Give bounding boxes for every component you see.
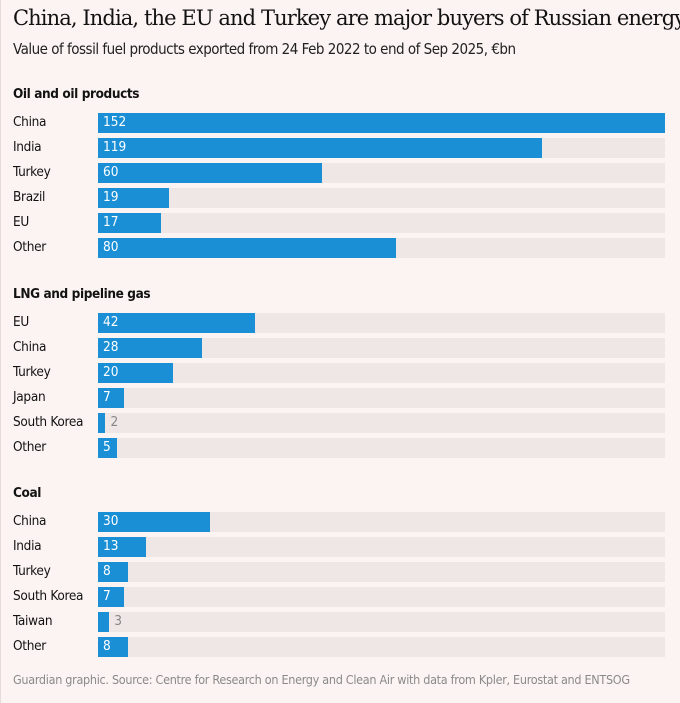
category-label: Brazil (13, 189, 46, 205)
bar-track (98, 637, 665, 657)
category-label: EU (13, 214, 29, 230)
value-label: 17 (103, 214, 119, 230)
bar-track (98, 537, 665, 557)
category-label: China (13, 339, 47, 355)
value-label: 152 (103, 114, 127, 130)
bar-track (98, 363, 665, 383)
bar-row: South Korea 2 (1, 413, 680, 433)
bar-row: Turkey 60 (1, 163, 680, 183)
bar-track (98, 612, 665, 632)
chart-subtitle: Value of fossil fuel products exported f… (13, 40, 516, 58)
bar-row: Japan 7 (1, 388, 680, 408)
bar-row: Other 8 (1, 637, 680, 657)
value-label: 7 (103, 588, 111, 604)
group-title: Oil and oil products (13, 86, 140, 102)
bar (98, 313, 255, 333)
category-label: South Korea (13, 414, 84, 430)
bar-row: India 119 (1, 138, 680, 158)
bar-track (98, 338, 665, 358)
value-label: 30 (103, 513, 119, 529)
bar-track (98, 188, 665, 208)
value-label: 60 (103, 164, 119, 180)
bar-row: EU 42 (1, 313, 680, 333)
bar-track (98, 213, 665, 233)
bar-row: Taiwan 3 (1, 612, 680, 632)
value-label: 2 (110, 414, 119, 430)
value-label: 13 (103, 538, 119, 554)
bar (98, 338, 203, 358)
category-label: Taiwan (13, 613, 53, 629)
value-label: 7 (103, 389, 111, 405)
bar (98, 637, 128, 657)
bar-track (98, 388, 665, 408)
bar-row: Turkey 8 (1, 562, 680, 582)
bar (98, 113, 665, 133)
bar (98, 612, 110, 632)
category-label: Japan (13, 389, 46, 405)
category-label: Other (13, 439, 46, 455)
category-label: South Korea (13, 588, 84, 604)
value-label: 5 (103, 439, 111, 455)
bar-track (98, 438, 665, 458)
bar (98, 363, 173, 383)
bar-track (98, 512, 665, 532)
category-label: Other (13, 638, 46, 654)
value-label: 80 (103, 239, 119, 255)
bar-row: India 13 (1, 537, 680, 557)
source-note: Guardian graphic. Source: Centre for Res… (13, 672, 630, 687)
value-label: 42 (103, 314, 119, 330)
bar-row: China 152 (1, 113, 680, 133)
bar (98, 238, 397, 258)
category-label: EU (13, 314, 29, 330)
group-title: LNG and pipeline gas (13, 286, 151, 302)
value-label: 28 (103, 339, 119, 355)
category-label: Other (13, 239, 46, 255)
bar (98, 188, 169, 208)
bar-row: China 30 (1, 512, 680, 532)
category-label: Turkey (13, 563, 51, 579)
bar (98, 562, 128, 582)
bar (98, 537, 147, 557)
value-label: 20 (103, 364, 119, 380)
bar-row: Brazil 19 (1, 188, 680, 208)
bar-row: Other 80 (1, 238, 680, 258)
bar (98, 512, 210, 532)
bar (98, 213, 162, 233)
value-label: 3 (114, 613, 122, 629)
bar-row: Turkey 20 (1, 363, 680, 383)
bar (98, 138, 542, 158)
chart-title: China, India, the EU and Turkey are majo… (13, 6, 680, 30)
bar-row: China 28 (1, 338, 680, 358)
group-title: Coal (13, 485, 42, 501)
bar (98, 388, 125, 408)
category-label: China (13, 513, 47, 529)
category-label: Turkey (13, 164, 51, 180)
category-label: China (13, 114, 47, 130)
bar-track (98, 562, 665, 582)
bar (98, 163, 322, 183)
value-label: 8 (103, 563, 111, 579)
bar (98, 438, 117, 458)
value-label: 19 (103, 189, 119, 205)
category-label: India (13, 538, 42, 554)
bar (98, 587, 125, 607)
bar-track (98, 587, 665, 607)
value-label: 119 (103, 139, 127, 155)
value-label: 8 (103, 638, 111, 654)
category-label: India (13, 139, 42, 155)
bar-row: EU 17 (1, 213, 680, 233)
bar-row: South Korea 7 (1, 587, 680, 607)
bar-row: Other 5 (1, 438, 680, 458)
category-label: Turkey (13, 364, 51, 380)
bar-track (98, 413, 665, 433)
bar (98, 413, 106, 433)
